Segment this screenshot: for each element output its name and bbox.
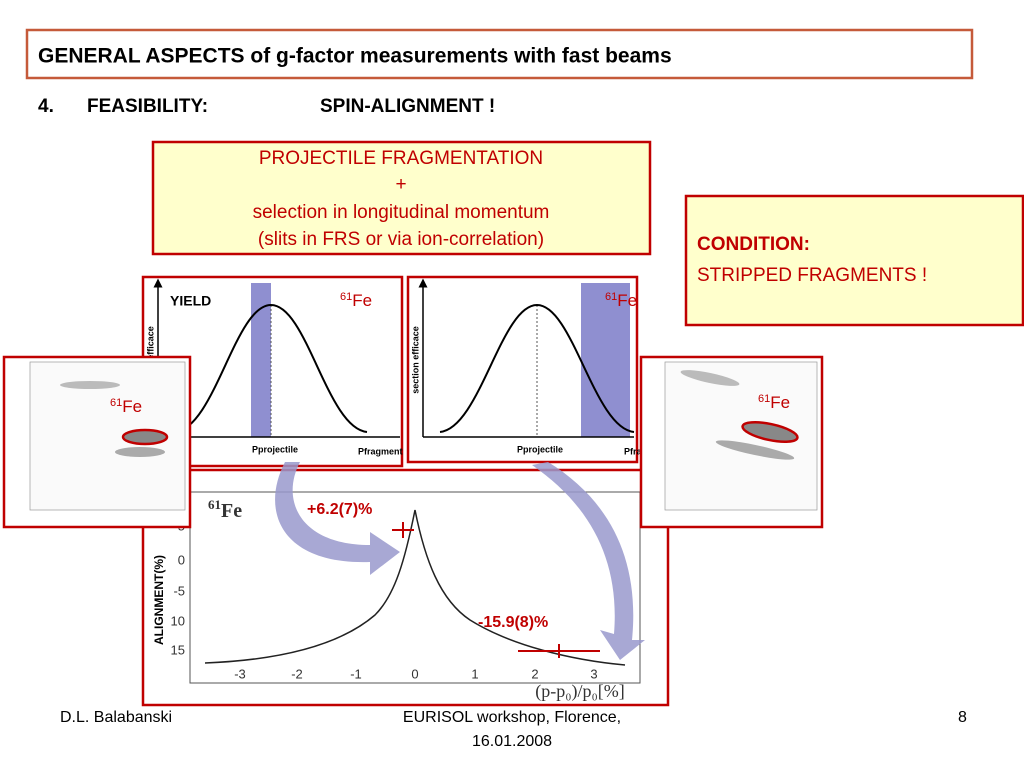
x-tick-label: 0 — [411, 666, 418, 681]
method-line: selection in longitudinal momentum — [253, 202, 550, 223]
scatter-blob — [60, 381, 120, 389]
x-label: Pprojectile — [252, 444, 298, 454]
y-tick-label: 10 — [171, 613, 185, 628]
arrow — [532, 462, 645, 660]
footer-date: 16.01.2008 — [472, 733, 552, 750]
y-tick-label: -5 — [173, 583, 185, 598]
alignment-curve — [204, 509, 626, 666]
y-axis-label: ALIGNMENT(%) — [152, 555, 166, 645]
scatter-blob — [680, 370, 740, 386]
isotope-label: 61Fe — [208, 497, 242, 522]
condition-box — [684, 194, 1024, 327]
isotope-label: 61Fe — [110, 397, 142, 417]
title-box — [25, 28, 974, 80]
x-label: Pfragment — [358, 446, 403, 456]
x-tick-label: -2 — [291, 666, 303, 681]
x-tick-label: -1 — [350, 666, 362, 681]
x-label: Pfra — [624, 446, 643, 456]
gaussian — [439, 303, 635, 433]
condition-text: STRIPPED FRAGMENTS ! — [697, 265, 927, 286]
method-line: + — [395, 174, 406, 195]
method-box — [151, 140, 652, 256]
footer-event: EURISOL workshop, Florence, — [403, 709, 621, 726]
footer-author: D.L. Balabanski — [60, 709, 172, 726]
selection-band — [581, 283, 630, 437]
arrow — [275, 462, 400, 575]
title: GENERAL ASPECTS of g-factor measurements… — [38, 45, 672, 68]
method-line: PROJECTILE FRAGMENTATION — [259, 148, 543, 169]
x-tick-label: 1 — [471, 666, 478, 681]
condition-heading: CONDITION: — [697, 234, 810, 255]
y-axis-label: section efficace — [410, 326, 420, 394]
y-tick-label: 15 — [171, 642, 185, 657]
gaussian — [174, 303, 368, 433]
isotope-label: 61Fe — [340, 291, 372, 311]
x-tick-label: 2 — [531, 666, 538, 681]
x-tick-label: -3 — [234, 666, 246, 681]
plot-frame — [189, 491, 641, 684]
selection-band — [251, 283, 271, 437]
section-topic: SPIN-ALIGNMENT ! — [320, 96, 495, 117]
x-tick-label: 3 — [590, 666, 597, 681]
isotope-label: 61Fe — [605, 291, 637, 311]
method-line: (slits in FRS or via ion-correlation) — [258, 229, 544, 250]
footer-page: 8 — [958, 709, 967, 726]
highlight-ellipse — [741, 420, 799, 444]
yield-label: YIELD — [170, 293, 211, 309]
scatter-blob — [115, 447, 165, 457]
x-axis-label: (p-p₀)/p₀[%] — [535, 681, 625, 702]
isotope-label: 61Fe — [758, 393, 790, 413]
section-label: FEASIBILITY: — [87, 96, 208, 117]
scatter-blob — [715, 440, 795, 460]
y-tick-label: 0 — [178, 552, 185, 567]
tail-label: -15.9(8)% — [478, 614, 548, 631]
highlight-ellipse — [121, 428, 169, 446]
x-label: Pprojectile — [517, 444, 563, 454]
section-number: 4. — [38, 96, 54, 117]
peak-label: +6.2(7)% — [307, 501, 372, 518]
